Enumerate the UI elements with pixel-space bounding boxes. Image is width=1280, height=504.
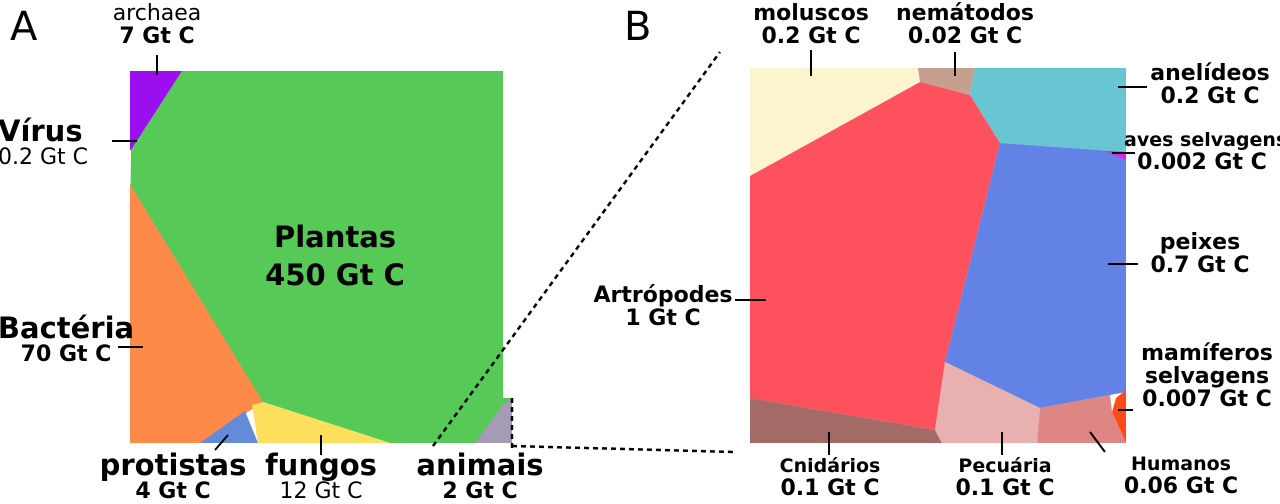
zoom-line-top bbox=[431, 51, 722, 447]
cell-pecuaria bbox=[935, 362, 1040, 443]
zoom-line-bottom bbox=[511, 444, 736, 454]
label-moluscos: moluscos 0.2 Gt C bbox=[753, 1, 869, 50]
label-humanos: Humanos 0.06 Gt C bbox=[1123, 453, 1239, 499]
label-animais: animais 2 Gt C bbox=[416, 448, 544, 504]
label-virus: Vírus 0.2 Gt C bbox=[0, 114, 89, 171]
label-anelideos: anelídeos 0.2 Gt C bbox=[1150, 61, 1270, 110]
cell-archaea bbox=[130, 71, 182, 150]
label-aves-selvagens: aves selvagens 0.002 Gt C bbox=[1124, 129, 1280, 175]
label-fungos: fungos 12 Gt C bbox=[265, 448, 377, 504]
cell-bacteria bbox=[130, 184, 263, 443]
panel-b-letter: B bbox=[624, 4, 652, 50]
cell-artropodes bbox=[750, 82, 1000, 430]
label-artropodes: Artrópodes 1 Gt C bbox=[593, 283, 733, 332]
label-peixes: peixes 0.7 Gt C bbox=[1150, 230, 1250, 279]
cell-animais bbox=[475, 398, 512, 443]
leader-protistas bbox=[214, 434, 229, 451]
cell-cnidarios bbox=[750, 398, 942, 443]
label-archaea: archaea 7 Gt C bbox=[112, 1, 202, 50]
label-cnidarios: Cnidários 0.1 Gt C bbox=[779, 455, 881, 501]
cell-protistas bbox=[200, 411, 258, 443]
label-mamiferos-selvagens: mamíferos selvagens 0.007 Gt C bbox=[1141, 341, 1273, 413]
cell-anelideos bbox=[970, 68, 1126, 152]
label-plantas: Plantas 450 Gt C bbox=[265, 220, 405, 293]
cell-humanos bbox=[1037, 395, 1126, 443]
label-protistas: protistas 4 Gt C bbox=[99, 448, 247, 504]
panel-a-letter: A bbox=[10, 4, 38, 50]
label-nematodos: nemátodos 0.02 Gt C bbox=[896, 1, 1034, 50]
cell-moluscos bbox=[750, 68, 920, 176]
label-pecuaria: Pecuária 0.1 Gt C bbox=[955, 455, 1055, 501]
leader-humanos bbox=[1089, 431, 1106, 453]
label-bacteria: Bactéria 70 Gt C bbox=[0, 311, 135, 368]
cell-fungos bbox=[252, 402, 390, 443]
cell-mamiferos-selvagens bbox=[1112, 390, 1126, 443]
cell-peixes bbox=[945, 143, 1126, 408]
cell-nematodos bbox=[918, 68, 975, 95]
